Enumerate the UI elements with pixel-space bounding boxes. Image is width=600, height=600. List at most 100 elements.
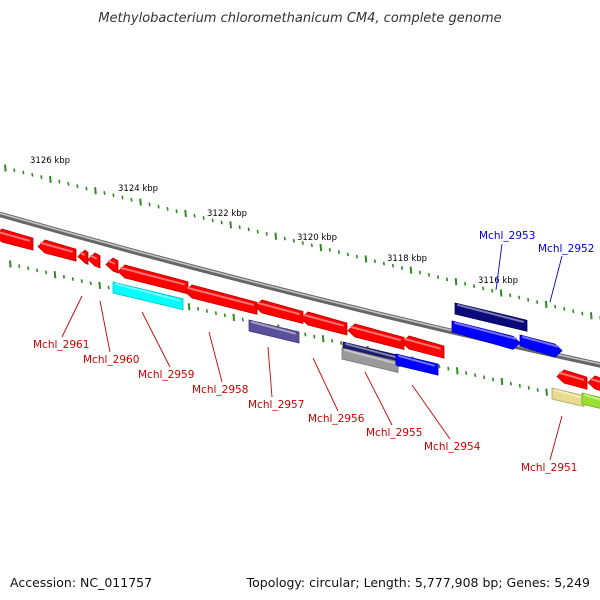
outer-scale-tick — [310, 243, 313, 248]
outer-scale-tick — [4, 164, 7, 172]
gene-highlight — [187, 287, 254, 306]
gene-feature-mchl-2956[interactable] — [254, 299, 304, 325]
gene-label-mchl-2952[interactable]: Mchl_2952 — [538, 243, 594, 255]
gene-body — [77, 249, 89, 266]
gene-label-mchl-2954[interactable]: Mchl_2954 — [424, 441, 481, 453]
gene-label-mchl-2960[interactable]: Mchl_2960 — [83, 354, 139, 366]
gene-body — [105, 257, 119, 274]
gene-label-mchl-2951[interactable]: Mchl_2951 — [521, 462, 577, 474]
gene-feature-mchl-2961[interactable] — [0, 228, 34, 251]
scale-label-3116: 3116 kbp — [478, 276, 518, 286]
leader-line — [549, 415, 563, 461]
inner-scale-tick — [500, 377, 504, 386]
gene-label-mchl-2953[interactable]: Mchl_2953 — [479, 230, 535, 242]
outer-scale-tick — [373, 259, 377, 264]
gene-body — [395, 353, 439, 376]
leader-line — [141, 311, 171, 368]
inner-scale-tick — [187, 303, 191, 311]
outer-scale-tick — [499, 289, 503, 297]
inner-scale-tick — [98, 281, 101, 289]
gene-highlight — [345, 343, 396, 358]
outer-scale-tick — [274, 232, 278, 240]
outer-scale-tick — [229, 221, 232, 229]
outer-scale-tick — [563, 307, 566, 311]
gene-feature-mchl-2956[interactable] — [401, 335, 445, 359]
outer-scale-tick — [436, 275, 440, 279]
outer-scale-tick — [76, 184, 79, 189]
accession-text: Accession: NC_011757 — [10, 575, 152, 590]
inner-scale-tick — [205, 309, 209, 313]
gene-highlight — [40, 242, 73, 253]
gene-feature-mchl-2957[interactable] — [248, 319, 300, 344]
inner-scale-tick — [527, 386, 530, 390]
gene-highlight — [522, 336, 559, 348]
gene-body — [112, 281, 184, 311]
gene-highlight — [590, 378, 600, 384]
outer-scale-tick — [130, 197, 133, 202]
gene-feature-mchl-2954[interactable] — [395, 353, 439, 376]
leader-line — [411, 384, 451, 440]
outer-scale-tick — [103, 191, 106, 195]
gene-label-mchl-2957[interactable]: Mchl_2957 — [248, 399, 304, 411]
gene-labels: Mchl_2961 Mchl_2960 Mchl_2959 Mchl_2958 … — [33, 230, 594, 474]
gene-highlight — [584, 394, 600, 401]
gene-highlight — [80, 252, 85, 256]
gene-label-mchl-2958[interactable]: Mchl_2958 — [192, 384, 248, 396]
gene-feature-mchl-2952[interactable] — [519, 334, 563, 358]
gene-feature-mchl-2952[interactable] — [451, 320, 521, 350]
outer-scale-tick — [463, 282, 467, 286]
inner-scale-tick — [545, 388, 548, 396]
gene-feature-mchl-2951[interactable] — [587, 375, 600, 393]
gene-body — [551, 387, 585, 408]
gene-highlight — [559, 372, 584, 381]
genome-backbone-highlight — [0, 212, 600, 365]
gene-label-mchl-2955[interactable]: Mchl_2955 — [366, 427, 422, 439]
gene-feature-mchl-2960[interactable] — [105, 257, 119, 274]
outer-scale-tick — [184, 209, 187, 218]
inner-scale-tick — [71, 277, 74, 281]
inner-scale-tick — [313, 334, 316, 339]
outer-scale-tick — [364, 255, 368, 263]
gene-body — [587, 375, 600, 391]
outer-scale-tick — [139, 198, 142, 206]
gene-highlight — [90, 255, 97, 260]
leader-line — [312, 357, 339, 412]
inner-scale-tick — [321, 335, 325, 343]
gene-body — [341, 347, 399, 373]
gene-feature-mchl-2959[interactable] — [112, 281, 184, 311]
gene-feature-mchl-2958[interactable] — [184, 284, 258, 315]
gene-label-mchl-2961[interactable]: Mchl_2961 — [33, 339, 89, 351]
outer-scale-tick — [355, 254, 358, 259]
gene-feature-mchl-2951[interactable] — [581, 392, 600, 410]
gene-feature-mchl-2951[interactable] — [556, 369, 588, 390]
outer-scale-tick — [400, 266, 404, 270]
outer-scale-tick — [572, 309, 575, 314]
gene-highlight — [257, 302, 300, 316]
gene-highlight — [344, 349, 395, 364]
gene-highlight — [454, 322, 517, 340]
outer-scale-tick — [211, 218, 214, 223]
gene-feature-mchl-2960[interactable] — [37, 239, 77, 262]
gene-body — [248, 319, 300, 344]
outer-scale-tick — [382, 261, 386, 266]
gene-feature-mchl-2960[interactable] — [87, 252, 101, 269]
gene-feature-mchl-2960[interactable] — [77, 249, 89, 266]
outer-scale-tick — [391, 263, 395, 268]
leader-line — [549, 255, 563, 303]
inner-scale-tick — [53, 271, 57, 279]
gene-feature-mchl-2955[interactable] — [341, 347, 399, 373]
inner-scale-tick — [447, 366, 450, 371]
gene-label-mchl-2956[interactable]: Mchl_2956 — [308, 413, 365, 425]
inner-scale-tick — [223, 313, 226, 318]
outer-scale-tick — [518, 295, 521, 300]
inner-scale-tick — [536, 388, 539, 392]
gene-feature-mchl-2956[interactable] — [300, 311, 348, 336]
outer-scale-tick — [58, 179, 61, 184]
outer-scale-tick — [121, 195, 124, 200]
leader-line — [495, 243, 503, 291]
gene-feature-mchl-2953[interactable] — [454, 302, 528, 332]
outer-scale-tick — [265, 232, 268, 236]
gene-feature-mchl-2951[interactable] — [551, 387, 585, 408]
gene-label-mchl-2959[interactable]: Mchl_2959 — [138, 369, 194, 381]
outer-scale-tick — [40, 175, 43, 179]
